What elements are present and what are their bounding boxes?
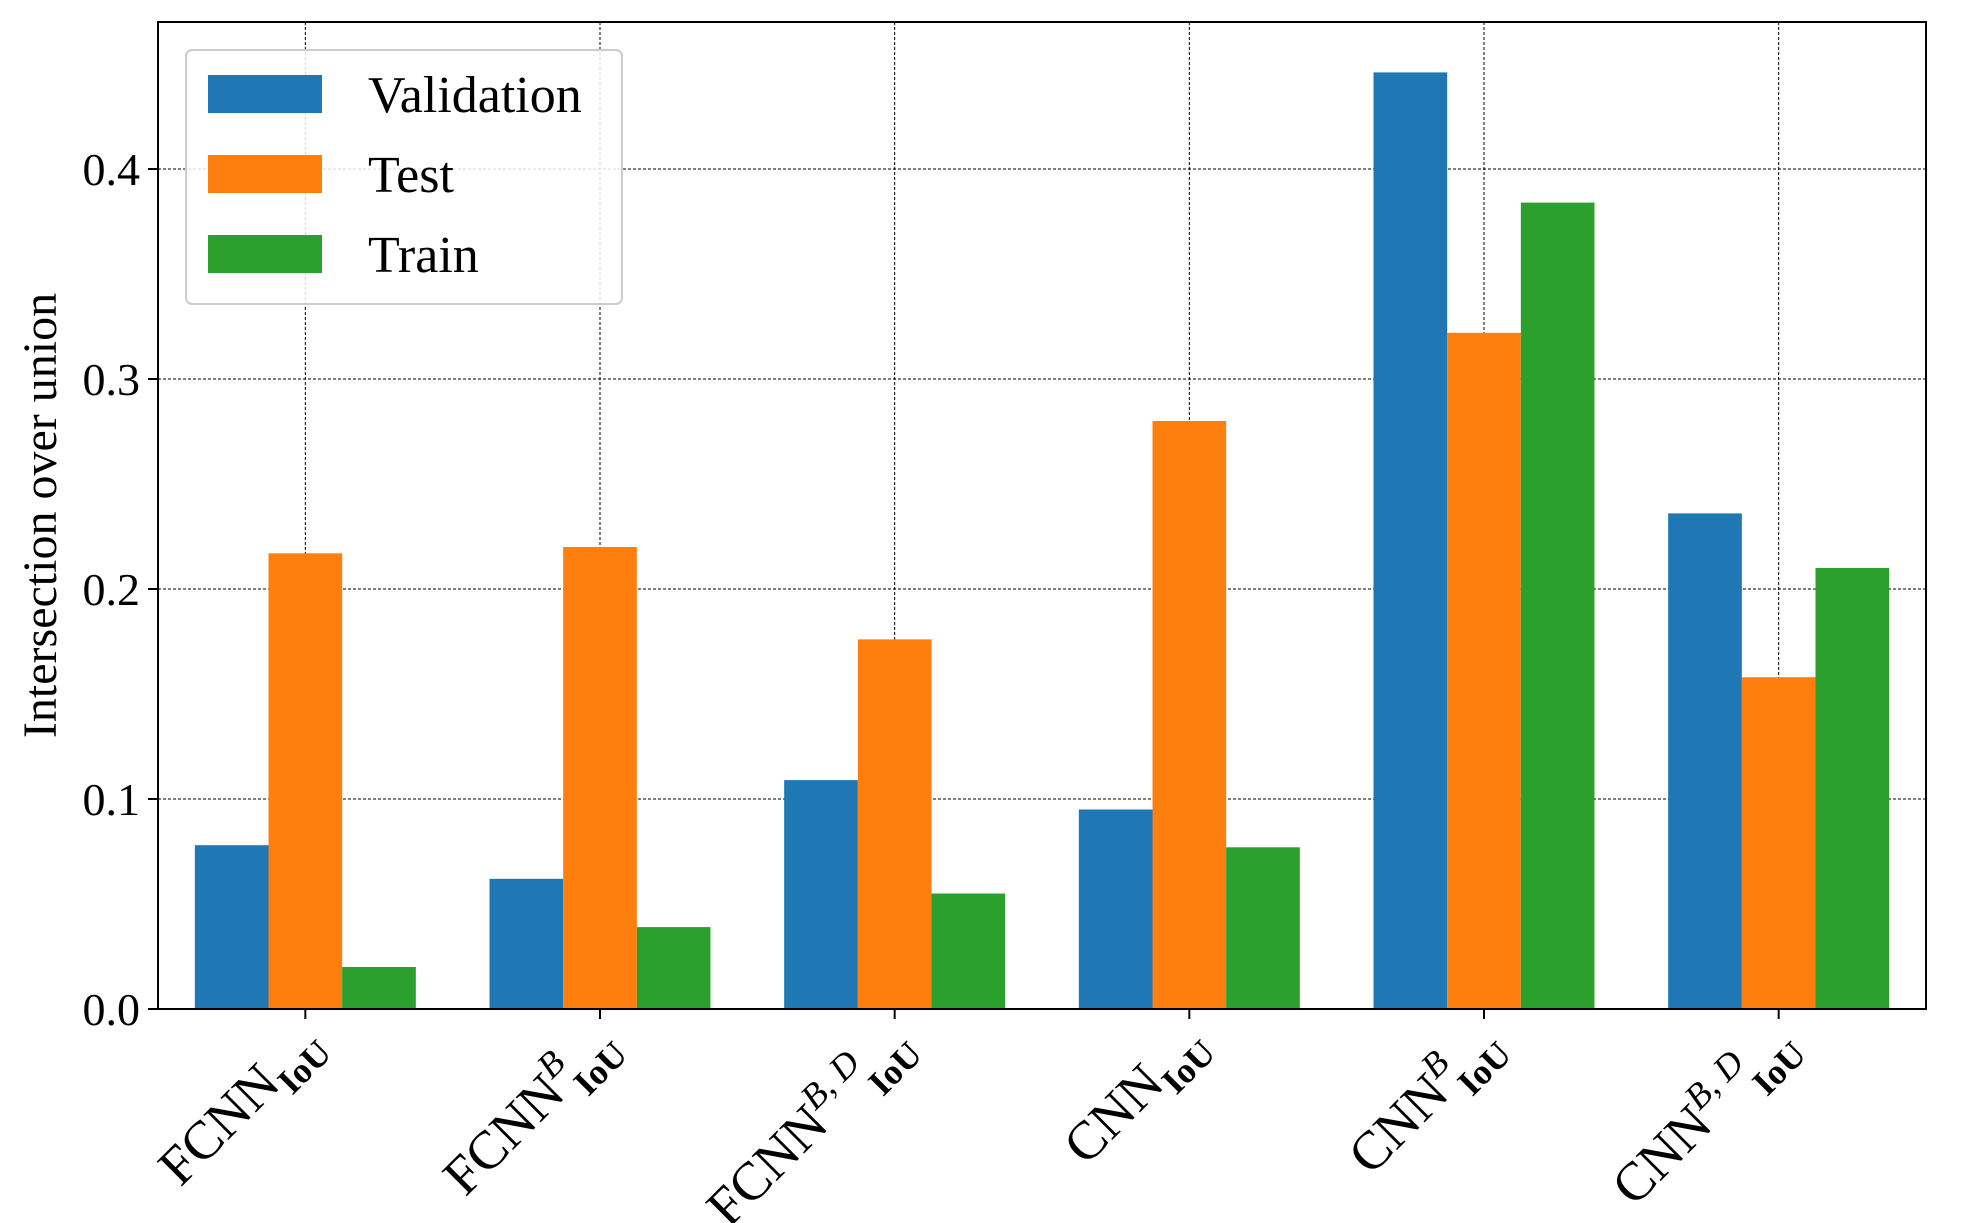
x-tick-label-sub: IoU <box>1744 1034 1813 1103</box>
bars <box>194 72 1890 1010</box>
bar-validation-1 <box>489 878 564 1009</box>
legend-swatch-validation <box>208 75 322 113</box>
bar-test-3 <box>1152 421 1227 1009</box>
bar-validation-2 <box>784 780 858 1009</box>
x-tick-label: CNNB, DIoU <box>1596 1007 1814 1223</box>
legend-swatch-test <box>208 155 322 193</box>
y-tick-label: 0.4 <box>83 144 141 195</box>
bar-test-4 <box>1447 332 1521 1009</box>
x-tick-label: CNNBIoU <box>1332 1007 1519 1194</box>
legend-label-validation: Validation <box>368 67 582 124</box>
y-tick-label: 0.3 <box>83 354 141 405</box>
bar-train-2 <box>931 893 1006 1009</box>
y-tick-label: 0.1 <box>83 774 141 825</box>
x-tick-label-sub: IoU <box>1450 1034 1519 1103</box>
bar-train-1 <box>636 927 711 1009</box>
x-tick-label-sub: IoU <box>860 1034 929 1103</box>
bar-test-5 <box>1741 677 1816 1009</box>
x-tick-label: FCNNBIoU <box>427 1007 635 1215</box>
y-axis-ticks: 0.0 0.1 0.2 0.3 0.4 <box>83 144 158 1035</box>
bar-validation-5 <box>1668 513 1742 1009</box>
x-tick-label: FCNNIoU <box>147 1011 339 1203</box>
y-axis-title: Intersection over union <box>14 293 67 738</box>
legend: Validation Test Train <box>185 49 623 305</box>
bar-train-0 <box>342 967 416 1009</box>
x-tick-label-sub: IoU <box>566 1034 635 1103</box>
legend-label-train: Train <box>368 227 479 284</box>
x-tick-label: FCNNB, DIoU <box>691 1007 930 1223</box>
legend-label-test: Test <box>368 147 454 204</box>
y-tick-label: 0.2 <box>83 564 141 615</box>
x-axis-ticks: FCNNIoU FCNNBIoU FCNNB, DIoU CNNIoU CNNBIoU C… <box>147 1007 1814 1223</box>
bar-train-5 <box>1815 568 1890 1009</box>
y-tick-label: 0.0 <box>83 984 141 1035</box>
x-tick-label: CNNIoU <box>1052 1011 1223 1182</box>
legend-swatch-train <box>208 235 322 273</box>
bar-validation-3 <box>1078 809 1153 1009</box>
bar-test-2 <box>857 639 932 1009</box>
plot-area-frame <box>157 21 1927 1010</box>
bar-train-3 <box>1226 847 1300 1009</box>
bar-test-1 <box>563 547 637 1009</box>
bar-validation-0 <box>194 845 269 1009</box>
bar-validation-4 <box>1373 72 1448 1009</box>
bar-train-4 <box>1520 202 1595 1010</box>
bar-test-0 <box>268 553 343 1009</box>
